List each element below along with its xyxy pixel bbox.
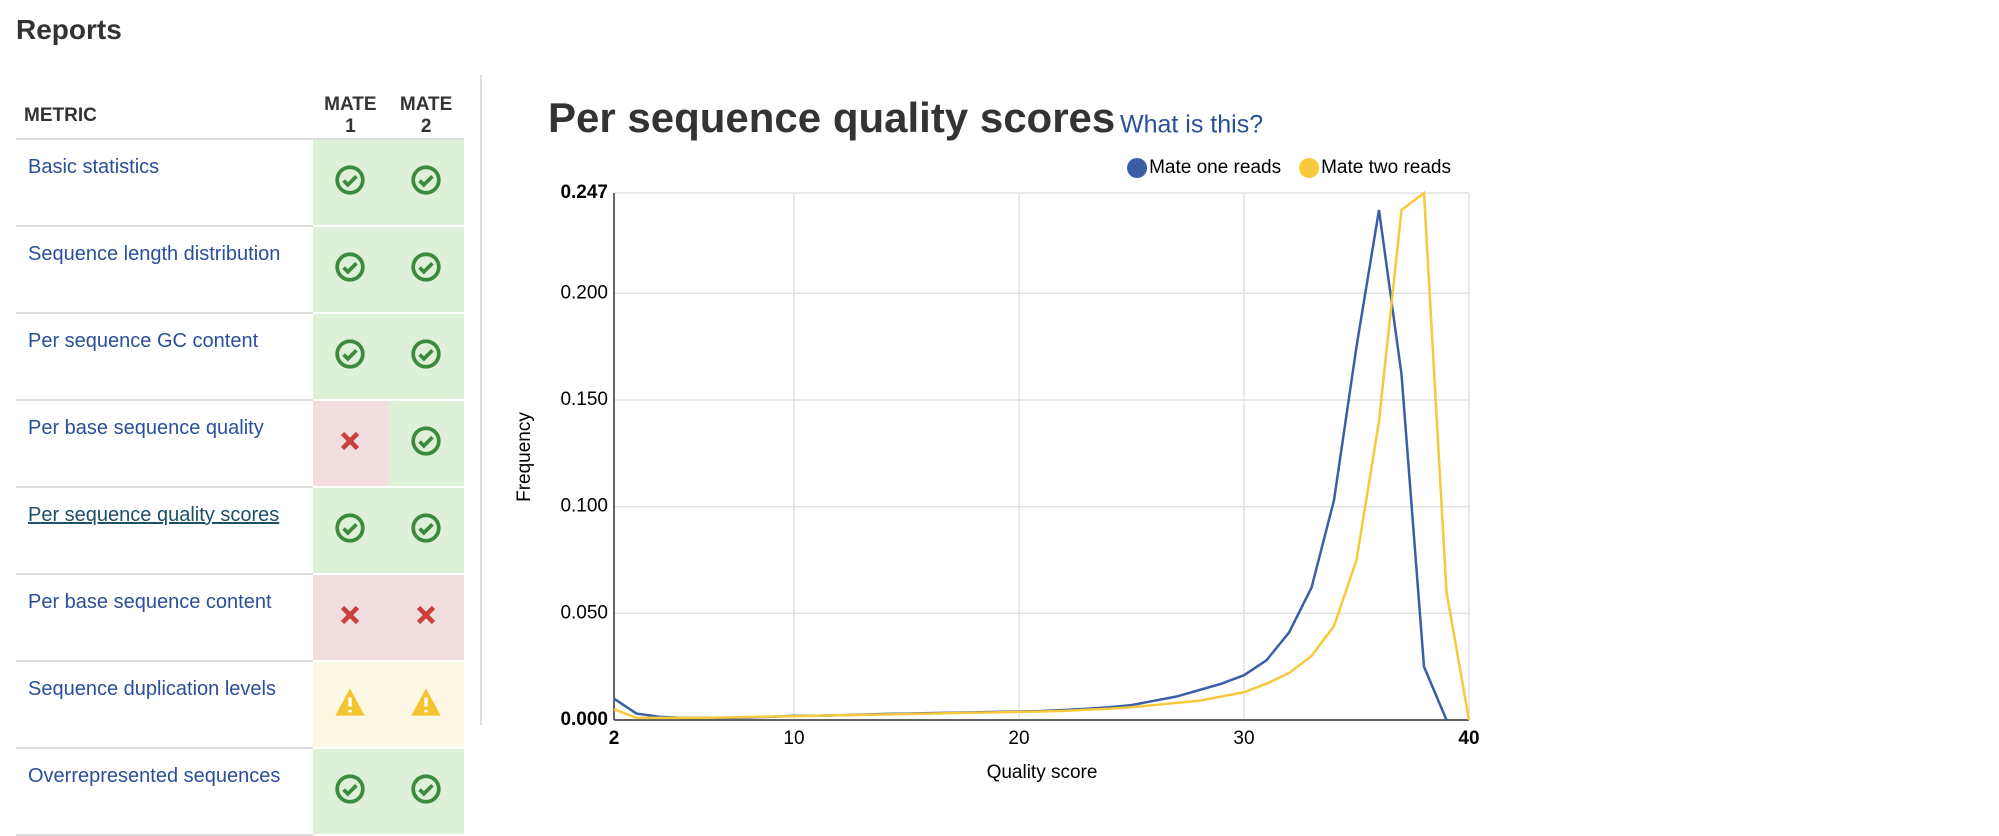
status-pass: [388, 139, 464, 227]
y-tick-label: 0.000: [560, 709, 608, 730]
y-axis-label: Frequency: [514, 412, 535, 502]
status-pass: [312, 313, 389, 401]
y-tick-label: 0.150: [560, 389, 608, 410]
metric-link[interactable]: Per sequence GC content: [16, 313, 313, 401]
column-header: MATE 1: [312, 94, 389, 140]
legend-label: Mate two reads: [1321, 157, 1451, 178]
x-tick-label: 20: [1008, 728, 1029, 749]
page-title: Reports: [16, 14, 122, 45]
status-pass: [388, 400, 464, 488]
status-fail: [312, 400, 389, 488]
status-pass: [388, 487, 464, 575]
y-tick-label: 0.050: [560, 602, 608, 623]
x-tick-label: 10: [783, 728, 804, 749]
status-pass: [312, 139, 389, 227]
metric-link[interactable]: Basic statistics: [16, 139, 313, 227]
status-warn: [312, 661, 389, 749]
status-warn: [388, 661, 464, 749]
x-tick-label: 30: [1233, 728, 1254, 749]
metric-link[interactable]: Per base sequence content: [16, 574, 313, 662]
column-header: MATE 2: [388, 94, 464, 140]
metric-link[interactable]: Sequence duplication levels: [16, 661, 313, 749]
column-header: METRIC: [16, 94, 313, 140]
legend-marker: [1127, 158, 1148, 178]
x-tick-label: 40: [1458, 728, 1479, 749]
metric-link[interactable]: Sequence length distribution: [16, 226, 313, 314]
metric-link[interactable]: Per base sequence quality: [16, 400, 313, 488]
y-tick-label: 0.247: [560, 182, 608, 203]
x-axis-label: Quality score: [987, 762, 1098, 783]
status-fail: [312, 574, 389, 662]
metric-link[interactable]: Per sequence quality scores: [16, 487, 313, 575]
status-pass: [312, 226, 389, 314]
status-fail: [388, 574, 464, 662]
chart-title: Per sequence quality scores: [548, 94, 1115, 141]
status-pass: [388, 313, 464, 401]
chart: Per sequence quality scores What is this…: [514, 94, 1480, 783]
legend-marker: [1299, 158, 1320, 178]
divider: [480, 75, 482, 725]
status-pass: [388, 226, 464, 314]
y-tick-label: 0.200: [560, 282, 608, 303]
data-line: [613, 190, 1471, 721]
legend-label: Mate one reads: [1149, 157, 1281, 178]
help-link[interactable]: What is this?: [1120, 111, 1263, 139]
status-pass: [312, 487, 389, 575]
x-tick-label: 2: [609, 728, 620, 749]
page: Reports METRIC MATE 1 MATE 2 Basic statist…: [16, 14, 1480, 836]
y-tick-label: 0.100: [560, 496, 608, 517]
